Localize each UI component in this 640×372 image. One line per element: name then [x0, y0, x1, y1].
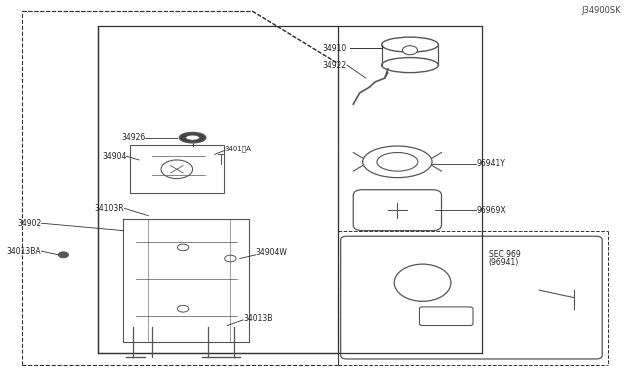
Ellipse shape — [186, 135, 200, 140]
Text: J34900SK: J34900SK — [582, 6, 621, 15]
Text: 96941Y: 96941Y — [476, 159, 505, 168]
Text: SEC 969: SEC 969 — [489, 250, 520, 259]
Text: 34910: 34910 — [323, 44, 347, 53]
Text: 34904: 34904 — [102, 152, 127, 161]
Text: 3401㎣A: 3401㎣A — [224, 145, 251, 152]
Circle shape — [403, 46, 417, 55]
Text: (96941): (96941) — [489, 258, 519, 267]
Text: 34902: 34902 — [17, 219, 42, 228]
Text: 34904W: 34904W — [255, 248, 287, 257]
Ellipse shape — [179, 132, 206, 143]
Text: 34013BA: 34013BA — [6, 247, 42, 256]
Text: 34103R: 34103R — [95, 204, 125, 213]
Text: 34013B: 34013B — [243, 314, 273, 323]
Circle shape — [58, 252, 68, 258]
Text: 96969X: 96969X — [476, 206, 506, 215]
Text: 34926: 34926 — [121, 133, 145, 142]
Text: 34922: 34922 — [323, 61, 347, 70]
